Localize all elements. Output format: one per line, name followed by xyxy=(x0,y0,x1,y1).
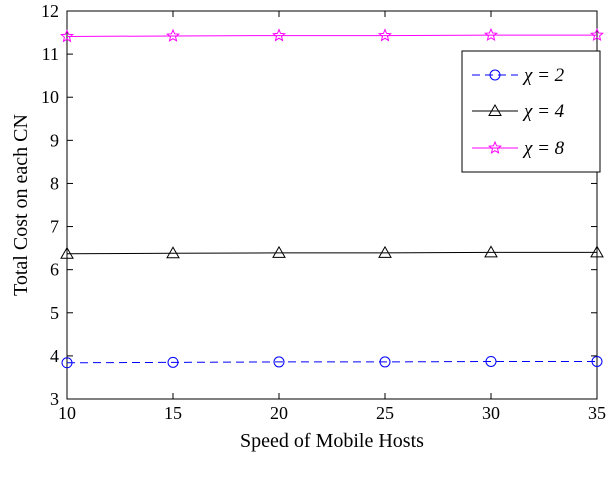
data-point xyxy=(590,27,604,42)
data-point xyxy=(378,28,392,42)
series-line xyxy=(66,34,597,37)
legend-label: χ = 2 xyxy=(522,65,565,86)
data-point xyxy=(590,245,604,258)
data-point xyxy=(484,245,498,258)
legend-entry-2: χ = 4 xyxy=(472,101,565,122)
legend-entry-3: χ = 8 xyxy=(472,138,565,159)
data-point xyxy=(60,246,74,259)
legend-label: χ = 8 xyxy=(522,138,565,159)
data-point xyxy=(272,28,286,42)
x-tick-label: 30 xyxy=(482,403,500,423)
x-axis-label: Speed of Mobile Hosts xyxy=(240,430,424,452)
y-tick-label: 9 xyxy=(50,130,59,150)
series-line xyxy=(66,251,597,255)
data-point xyxy=(166,28,180,42)
x-tick-labels: 10 15 20 25 30 35 xyxy=(58,403,606,423)
y-tick-label: 4 xyxy=(50,346,59,366)
y-axis-label: Total Cost on each CN xyxy=(10,114,32,296)
series-3 xyxy=(60,27,604,43)
data-point xyxy=(273,356,285,368)
series-layer xyxy=(60,27,604,369)
y-tick-labels: 3 4 5 6 7 8 9 10 11 12 xyxy=(41,1,59,409)
data-point xyxy=(485,355,497,367)
y-tick-label: 10 xyxy=(41,87,59,107)
legend: χ = 2 χ = 4 χ = 8 xyxy=(461,50,601,173)
y-tick-label: 3 xyxy=(50,389,59,409)
series-1 xyxy=(61,355,603,369)
y-tick-label: 11 xyxy=(42,44,59,64)
legend-marker xyxy=(488,103,502,116)
data-point xyxy=(167,356,179,368)
legend-marker xyxy=(489,69,501,81)
legend-entry-1: χ = 2 xyxy=(472,65,565,86)
x-tick-label: 15 xyxy=(164,403,182,423)
y-tick-label: 12 xyxy=(41,1,59,21)
ticks-layer xyxy=(66,10,598,400)
y-tick-label: 6 xyxy=(50,260,59,280)
legend-marker xyxy=(488,140,502,154)
x-tick-label: 25 xyxy=(376,403,394,423)
data-point xyxy=(591,355,603,367)
y-tick-label: 8 xyxy=(50,173,59,193)
data-point xyxy=(484,27,498,42)
x-tick-label: 10 xyxy=(58,403,76,423)
data-point xyxy=(61,357,73,369)
legend-label: χ = 4 xyxy=(522,101,565,122)
data-point xyxy=(378,245,392,258)
x-tick-label: 35 xyxy=(588,403,606,423)
y-tick-label: 5 xyxy=(50,303,59,323)
series-2 xyxy=(60,245,604,259)
data-point xyxy=(379,356,391,368)
series-line xyxy=(66,360,597,364)
y-tick-label: 7 xyxy=(50,217,59,237)
x-tick-label: 20 xyxy=(270,403,288,423)
data-point xyxy=(272,245,286,258)
data-point xyxy=(166,246,180,259)
data-point xyxy=(60,29,74,43)
